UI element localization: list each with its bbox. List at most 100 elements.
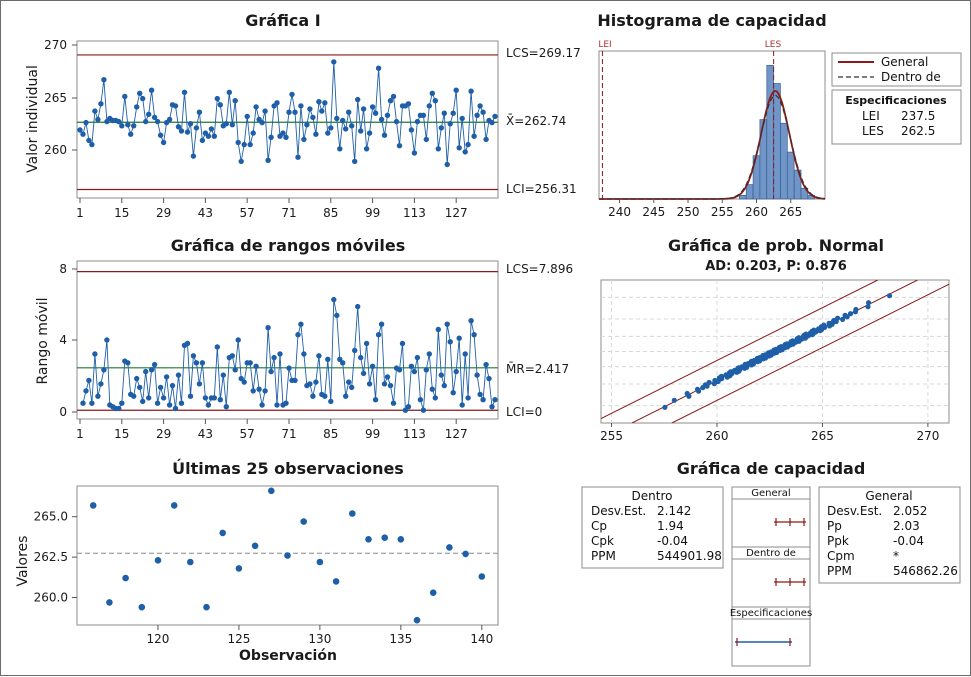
data-point (211, 395, 217, 401)
data-point (381, 132, 388, 138)
data-point (358, 354, 364, 361)
data-point (365, 536, 372, 543)
data-point (232, 367, 238, 373)
x-tick-label: 99 (365, 206, 380, 220)
series-line (79, 61, 496, 165)
data-point (80, 400, 86, 406)
data-point (286, 365, 292, 371)
data-point (178, 400, 185, 406)
data-point (268, 134, 274, 140)
probability-point (790, 338, 796, 344)
data-point (307, 106, 313, 112)
probability-point (811, 327, 817, 333)
data-point (172, 405, 179, 412)
data-point (337, 146, 343, 152)
data-point (235, 337, 241, 343)
probability-point (831, 317, 837, 324)
i-chart-lci-label: LCI=256.31 (506, 182, 577, 196)
data-point (95, 393, 101, 399)
data-point (474, 372, 480, 378)
data-point (372, 397, 379, 403)
data-point (259, 402, 265, 408)
x-tick-label: 125 (227, 632, 250, 646)
data-point (319, 108, 325, 114)
data-point (268, 487, 275, 495)
data-point (146, 111, 152, 118)
data-point (274, 402, 280, 408)
data-point (265, 325, 271, 331)
mr-chart-title: Gráfica de rangos móviles (171, 236, 405, 255)
lei-tag: LEI (598, 40, 611, 50)
x-tick-label: 245 (642, 205, 665, 219)
data-point (128, 131, 134, 137)
overall-stat-label: Pp (827, 519, 842, 533)
data-point (143, 368, 149, 375)
histogram-bar (786, 151, 795, 200)
data-point (203, 603, 210, 611)
data-point (462, 149, 468, 155)
data-point (253, 104, 259, 110)
data-point (381, 534, 389, 541)
data-point (465, 141, 471, 148)
data-point (334, 115, 340, 122)
data-point (450, 390, 456, 396)
data-point (187, 558, 194, 566)
x-tick-label: 1 (76, 206, 84, 220)
data-point (184, 340, 191, 347)
mini-plot-frame (731, 486, 811, 667)
within-stat-value: 544901.98 (657, 549, 722, 563)
data-point (202, 395, 209, 401)
overall-stats-header: General (865, 489, 912, 503)
within-stat-value: 2.142 (657, 504, 691, 518)
specs-lei-label: LEI (862, 109, 880, 123)
i-chart-title: Gráfica I (245, 11, 320, 30)
data-point (214, 344, 220, 350)
data-point (134, 375, 140, 382)
data-point (253, 363, 259, 369)
within-stat-label: Cpk (591, 534, 614, 548)
data-point (343, 126, 349, 132)
data-point (295, 154, 301, 160)
data-point (241, 141, 247, 148)
normal-plot-grid (601, 280, 949, 423)
data-point (181, 89, 188, 96)
probability-point (778, 344, 784, 350)
data-point (352, 347, 358, 354)
data-point (184, 129, 191, 135)
probability-point (803, 331, 809, 337)
data-point (438, 125, 444, 131)
last25-xlabel: Observación (239, 648, 337, 664)
probability-point (842, 312, 848, 318)
mr-chart-center-label: M̄R=2.417 (506, 362, 569, 376)
data-point (241, 379, 247, 385)
data-point (432, 395, 438, 401)
data-point (163, 374, 170, 380)
data-point (408, 363, 415, 369)
data-point (199, 137, 206, 144)
data-point (166, 402, 173, 408)
histogram-bar (766, 65, 774, 200)
data-point (441, 110, 447, 116)
data-point (432, 98, 438, 104)
data-point (219, 529, 226, 537)
overall-stat-value: -0.04 (893, 534, 924, 548)
histogram-spec-lines (601, 51, 775, 199)
data-point (104, 337, 110, 343)
data-point (325, 356, 331, 362)
probability-point (784, 341, 790, 347)
i-chart-series (77, 59, 498, 168)
data-point (465, 395, 471, 401)
data-point (80, 131, 86, 137)
data-point (489, 404, 495, 410)
capability-plot: Gráfica de capacidad Dentro Desv.Est. 2.… (581, 459, 961, 667)
within-stat-label: Cp (591, 519, 607, 533)
data-point (238, 158, 244, 165)
data-point (426, 351, 432, 357)
mini-specs-interval (735, 638, 792, 646)
data-point (411, 150, 418, 156)
data-point (307, 381, 313, 387)
data-point (477, 103, 483, 109)
x-tick-label: 57 (240, 427, 255, 441)
data-point (83, 119, 89, 126)
